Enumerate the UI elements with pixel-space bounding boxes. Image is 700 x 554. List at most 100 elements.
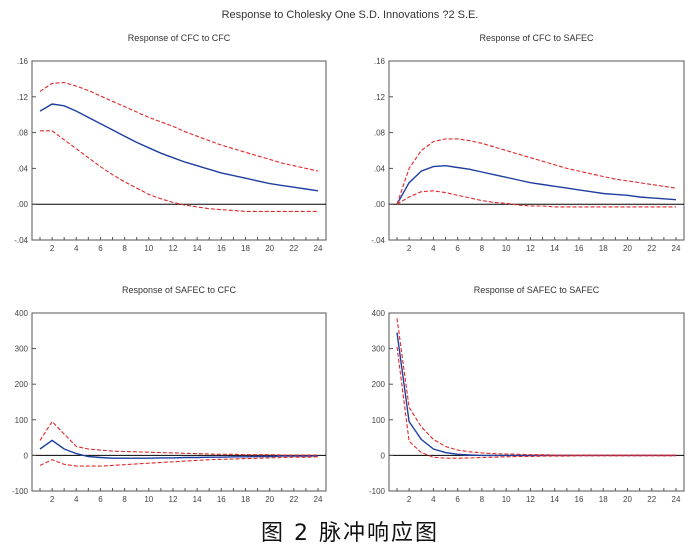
y-tick-label: .12 <box>17 93 29 102</box>
lower-band-line <box>396 190 676 208</box>
panel-title: Response of CFC to CFC <box>128 33 231 43</box>
chart-panel-2: Response of CFC to SAFEC -.04 .00 .04 .08 .12… <box>371 33 685 253</box>
y-tick-label: .16 <box>374 57 386 66</box>
x-tick-label: 8 <box>122 244 127 253</box>
x-tick-label: 22 <box>647 495 656 504</box>
y-tick-label: .16 <box>17 57 29 66</box>
panel-title: Response of SAFEC to SAFEC <box>474 285 600 295</box>
y-tick-label: 0 <box>24 451 29 460</box>
x-tick-label: 12 <box>169 244 178 253</box>
y-tick-label: -100 <box>12 487 29 496</box>
lower-band-line <box>40 130 318 212</box>
x-tick-label: 6 <box>455 244 460 253</box>
x-tick-label: 10 <box>502 495 511 504</box>
figure-title: Response to Cholesky One S.D. Innovation… <box>222 9 479 21</box>
x-tick-label: 2 <box>407 495 412 504</box>
y-tick-label: 200 <box>372 380 386 389</box>
y-tick-label: .00 <box>374 200 386 209</box>
response-line <box>39 439 319 459</box>
x-tick-label: 24 <box>314 495 323 504</box>
x-tick-label: 24 <box>314 244 323 253</box>
x-tick-label: 12 <box>169 495 178 504</box>
y-tick-label: 100 <box>372 416 386 425</box>
y-tick-label: 300 <box>15 345 29 354</box>
x-tick-label: 14 <box>550 495 559 504</box>
x-tick-label: 14 <box>550 244 559 253</box>
x-tick-label: 12 <box>526 244 535 253</box>
x-tick-label: 2 <box>50 244 55 253</box>
x-tick-label: 18 <box>599 495 608 504</box>
plot-frame <box>31 60 327 241</box>
x-tick-label: 10 <box>502 244 511 253</box>
chart-panel-4: Response of SAFEC to SAFEC -100 0 100 200 300… <box>369 285 685 504</box>
x-tick-label: 16 <box>217 495 226 504</box>
y-tick-label: .00 <box>17 200 29 209</box>
y-tick-label: -.04 <box>14 236 28 245</box>
x-tick-label: 12 <box>526 495 535 504</box>
x-tick-label: 4 <box>74 495 79 504</box>
panel-title: Response of CFC to SAFEC <box>479 33 594 43</box>
x-tick-label: 16 <box>575 495 584 504</box>
chart-panel-3: Response of SAFEC to CFC -100 0 100 200 300 40… <box>12 285 327 504</box>
upper-band-line <box>396 318 676 456</box>
upper-band-line <box>396 138 677 205</box>
y-tick-label: 100 <box>15 416 29 425</box>
x-tick-label: 20 <box>265 495 274 504</box>
x-tick-label: 18 <box>241 495 250 504</box>
plot-frame <box>388 312 685 492</box>
x-tick-label: 2 <box>407 244 412 253</box>
y-tick-label: .08 <box>17 129 29 138</box>
lower-band-line <box>39 456 319 467</box>
x-tick-label: 6 <box>98 244 103 253</box>
x-tick-label: 16 <box>217 244 226 253</box>
y-tick-label: 300 <box>372 345 386 354</box>
x-tick-label: 6 <box>98 495 103 504</box>
y-tick-label: 400 <box>15 309 29 318</box>
x-tick-label: 10 <box>144 495 153 504</box>
x-tick-label: 14 <box>193 244 202 253</box>
y-tick-label: -.04 <box>371 236 385 245</box>
y-tick-label: 0 <box>381 451 386 460</box>
upper-band-line <box>39 81 319 172</box>
x-tick-label: 8 <box>122 495 127 504</box>
x-tick-label: 22 <box>647 244 656 253</box>
lower-band-line <box>396 346 676 459</box>
chart-panels: Response of CFC to CFC -.04 .00 .04 .08 .12 .1… <box>12 33 685 504</box>
x-tick-label: 20 <box>623 495 632 504</box>
y-tick-label: 200 <box>15 380 29 389</box>
x-tick-label: 10 <box>144 244 153 253</box>
x-tick-label: 24 <box>672 495 681 504</box>
x-tick-label: 4 <box>74 244 79 253</box>
y-tick-label: -100 <box>369 487 386 496</box>
figure-caption: 图 2 脉冲响应图 <box>261 521 439 546</box>
upper-band-line <box>39 420 318 456</box>
x-tick-label: 6 <box>455 495 460 504</box>
chart-panel-1: Response of CFC to CFC -.04 .00 .04 .08 .12 .1… <box>14 33 327 253</box>
x-tick-label: 14 <box>193 495 202 504</box>
x-tick-label: 4 <box>431 244 436 253</box>
x-tick-label: 22 <box>289 244 298 253</box>
x-tick-label: 8 <box>480 244 485 253</box>
y-tick-label: .12 <box>374 93 386 102</box>
y-tick-label: .04 <box>17 164 29 173</box>
y-tick-label: .04 <box>374 164 386 173</box>
x-tick-label: 18 <box>599 244 608 253</box>
y-tick-label: .08 <box>374 129 386 138</box>
y-tick-label: 400 <box>372 309 386 318</box>
x-tick-label: 20 <box>265 244 274 253</box>
x-tick-label: 20 <box>623 244 632 253</box>
plot-frame <box>31 312 327 492</box>
plot-frame <box>388 60 685 241</box>
x-tick-label: 4 <box>431 495 436 504</box>
response-line <box>39 103 319 192</box>
x-tick-label: 2 <box>50 495 55 504</box>
response-line <box>396 332 676 457</box>
x-tick-label: 24 <box>672 244 681 253</box>
panel-title: Response of SAFEC to CFC <box>122 285 237 295</box>
x-tick-label: 18 <box>241 244 250 253</box>
x-tick-label: 8 <box>480 495 485 504</box>
response-line <box>396 164 677 205</box>
x-tick-label: 22 <box>289 495 298 504</box>
x-tick-label: 16 <box>575 244 584 253</box>
